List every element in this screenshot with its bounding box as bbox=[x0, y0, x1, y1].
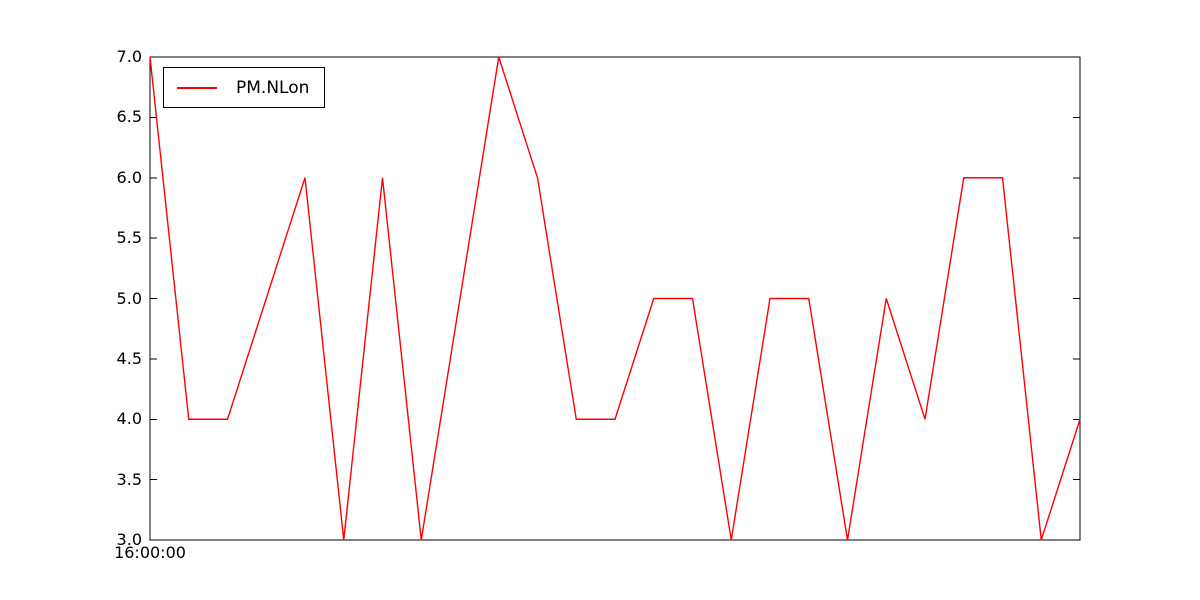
y-tick-label: 3.5 bbox=[116, 469, 142, 489]
x-tick-label: 16:00:00 bbox=[114, 543, 186, 562]
y-tick-label: 5.0 bbox=[116, 288, 142, 308]
y-tick-label: 7.0 bbox=[116, 47, 142, 66]
legend-line-sample-icon bbox=[177, 86, 217, 89]
y-tick-label: 6.0 bbox=[116, 167, 142, 187]
legend-label: PM.NLon bbox=[236, 77, 310, 98]
y-tick-label: 4.0 bbox=[116, 409, 142, 429]
y-tick-label: 4.5 bbox=[116, 348, 142, 368]
y-tick-label: 3.0 bbox=[116, 530, 142, 549]
data-line-PM.NLon bbox=[149, 56, 1081, 541]
y-tick-label: 6.5 bbox=[116, 107, 142, 127]
y-tick-label: 5.5 bbox=[116, 228, 142, 248]
plot-frame bbox=[149, 56, 1081, 541]
legend: PM.NLon bbox=[163, 67, 325, 108]
